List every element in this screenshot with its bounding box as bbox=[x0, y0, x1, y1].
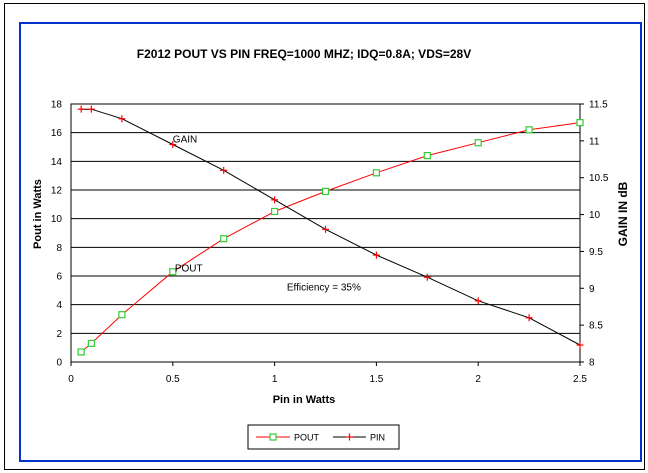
data-point-pin bbox=[118, 115, 126, 123]
x-tick-label: 2 bbox=[475, 374, 481, 385]
chart-area: F2012 POUT VS PIN FREQ=1000 MHZ; IDQ=0.8… bbox=[19, 22, 642, 462]
plot-border bbox=[70, 103, 581, 363]
x-tick-label: 0 bbox=[68, 374, 74, 385]
y-tick-label: 6 bbox=[56, 272, 62, 283]
data-point-pout bbox=[220, 235, 228, 243]
y2-tick-label: 8 bbox=[589, 358, 595, 369]
chart-frame: F2012 POUT VS PIN FREQ=1000 MHZ; IDQ=0.8… bbox=[4, 3, 645, 470]
data-point-pin bbox=[372, 251, 380, 259]
data-point-pout bbox=[525, 126, 533, 134]
y2-tick-label: 10 bbox=[589, 210, 601, 221]
y-axis-label: Pout in Watts bbox=[32, 179, 44, 249]
series-line-pout bbox=[80, 122, 581, 353]
y2-axis-label: GAIN IN dB bbox=[616, 181, 630, 246]
data-point-pin bbox=[322, 225, 329, 233]
x-axis-label: Pin in Watts bbox=[273, 394, 336, 406]
chart-svg: F2012 POUT VS PIN FREQ=1000 MHZ; IDQ=0.8… bbox=[32, 47, 630, 450]
y-tick-label: 4 bbox=[56, 300, 62, 311]
x-tick-label: 2.5 bbox=[573, 374, 587, 385]
y2-tick-label: 9.5 bbox=[589, 247, 603, 258]
y2-tick-label: 9 bbox=[589, 284, 595, 295]
y-tick-label: 2 bbox=[56, 329, 62, 340]
x-tick-label: 0.5 bbox=[166, 374, 180, 385]
data-point-pout bbox=[474, 139, 482, 147]
y-tick-label: 10 bbox=[51, 214, 63, 225]
data-point-pout bbox=[423, 152, 431, 160]
chart-title: F2012 POUT VS PIN FREQ=1000 MHZ; IDQ=0.8… bbox=[137, 47, 471, 61]
data-point-pin bbox=[271, 196, 279, 204]
data-point-pin bbox=[525, 314, 533, 322]
y2-tick-label: 10.5 bbox=[589, 173, 609, 184]
legend-marker-pout bbox=[269, 433, 277, 441]
y2-tick-label: 8.5 bbox=[589, 321, 603, 332]
chart-annotation: POUT bbox=[175, 264, 203, 275]
y2-tick-label: 11 bbox=[589, 136, 600, 147]
data-point-pin bbox=[87, 105, 95, 113]
y-tick-label: 8 bbox=[56, 243, 62, 254]
y-tick-label: 0 bbox=[56, 358, 62, 369]
data-point-pout bbox=[271, 207, 279, 216]
data-point-pout bbox=[169, 268, 177, 276]
legend: POUT PIN bbox=[247, 424, 400, 450]
data-point-pout bbox=[372, 169, 380, 177]
y2-tick-label: 11.5 bbox=[589, 100, 608, 111]
chart-annotation: Efficiency = 35% bbox=[287, 282, 361, 293]
y-tick-label: 18 bbox=[51, 100, 63, 111]
data-point-pin bbox=[423, 273, 431, 281]
data-point-pout bbox=[576, 119, 584, 127]
data-point-pout bbox=[87, 339, 95, 347]
data-point-pin bbox=[77, 105, 85, 113]
chart-annotation: GAIN bbox=[173, 135, 197, 146]
series-line-pin bbox=[81, 108, 581, 346]
legend-label-pin: PIN bbox=[370, 433, 385, 443]
data-point-pin bbox=[220, 166, 228, 174]
data-point-pin bbox=[169, 141, 177, 149]
y-tick-label: 12 bbox=[51, 186, 63, 197]
x-tick-label: 1 bbox=[272, 374, 278, 385]
legend-label-pout: POUT bbox=[294, 433, 320, 443]
y-tick-label: 16 bbox=[51, 128, 63, 139]
data-point-pin bbox=[474, 297, 482, 305]
data-point-pout bbox=[321, 187, 330, 196]
data-point-pout bbox=[77, 348, 85, 356]
y-tick-label: 14 bbox=[51, 157, 63, 168]
data-point-pin bbox=[576, 341, 584, 349]
x-tick-label: 1.5 bbox=[369, 374, 383, 385]
data-point-pout bbox=[118, 311, 126, 319]
